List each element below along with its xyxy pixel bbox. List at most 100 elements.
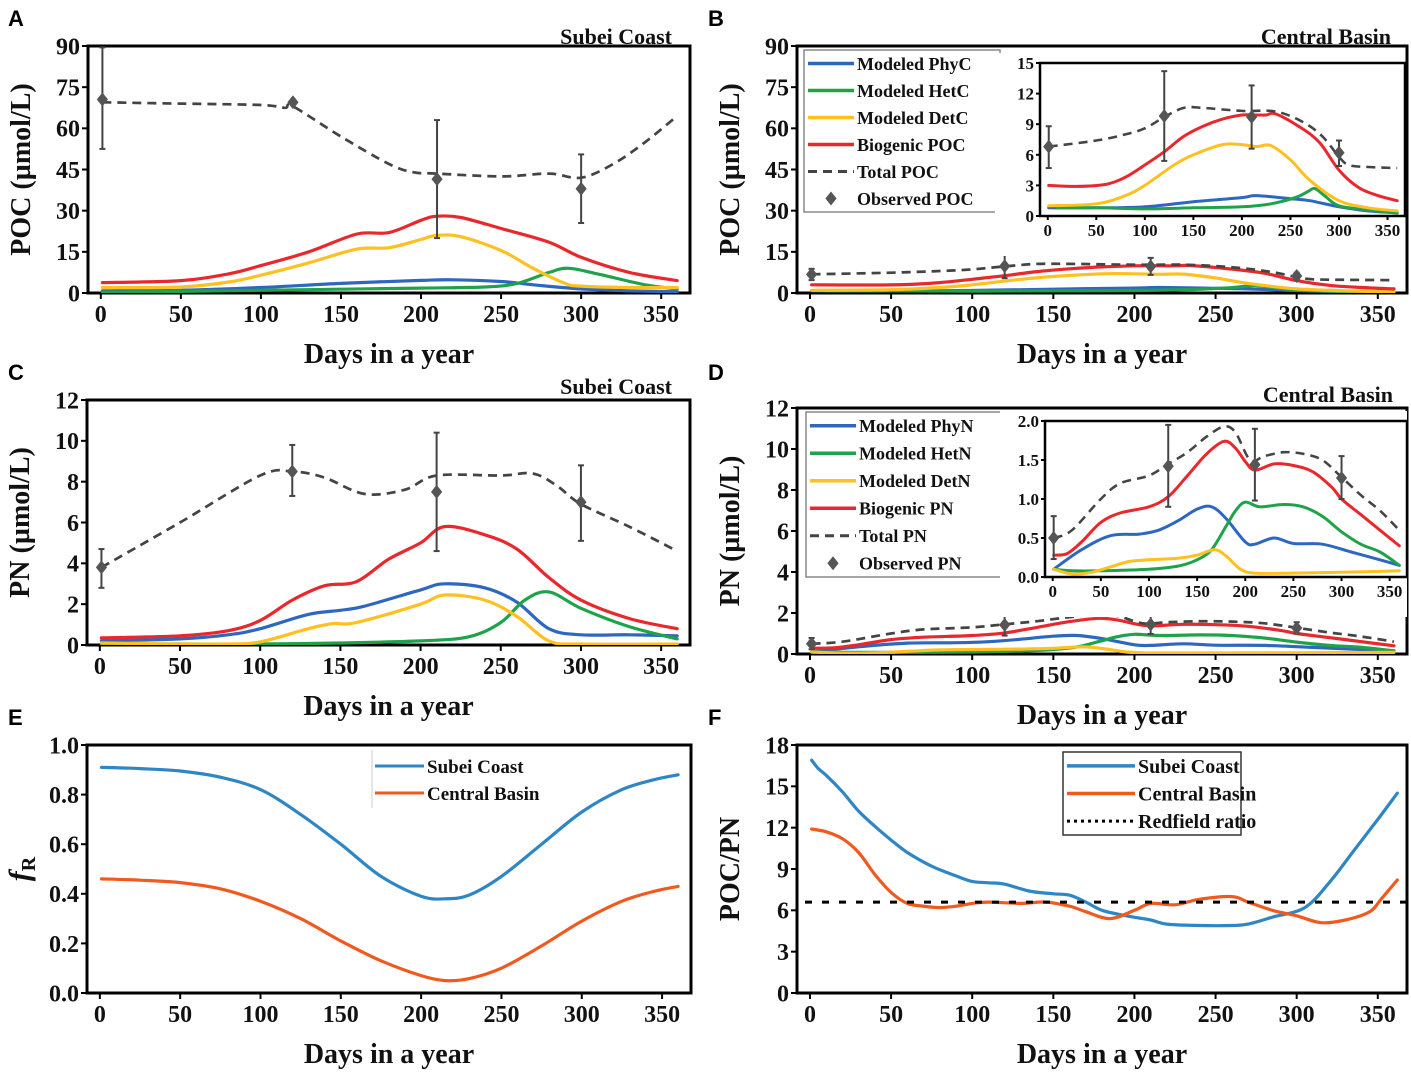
inset-background: [1000, 411, 1407, 617]
x-axis-label: Days in a year: [1017, 339, 1187, 370]
panel-label: F: [708, 705, 721, 730]
x-tick-label: 300: [563, 654, 599, 680]
series-group: [96, 46, 679, 293]
x-tick-label: 200: [1116, 663, 1152, 689]
x-tick-label: 250: [483, 1002, 519, 1028]
observed-marker: [1043, 139, 1055, 154]
series-line-modeled-detn: [810, 645, 1396, 654]
legend-label: Total POC: [857, 162, 939, 182]
y-tick-label: 30: [56, 199, 80, 225]
observed-marker: [1335, 470, 1348, 485]
inset-x-tick-label: 100: [1136, 582, 1162, 601]
legend-item-central-basin: Central Basin: [1067, 784, 1256, 806]
inset-x-tick-label: 350: [1377, 582, 1403, 601]
x-axis-label: Days in a year: [303, 691, 473, 722]
y-axis-label: POC/PN: [715, 817, 746, 921]
observed-marker: [1145, 617, 1157, 632]
inset-y-tick-label: 0.0: [1018, 568, 1039, 587]
x-tick-label: 250: [1198, 663, 1234, 689]
y-tick-label: 3: [777, 940, 789, 966]
x-tick-label: 0: [804, 663, 816, 689]
y-tick-label: 90: [56, 34, 80, 60]
y-axis-label: POC (µmol/L): [6, 83, 37, 255]
x-tick-label: 350: [643, 654, 679, 680]
panel-c: C Subei Coast 0 50 100 150 200 250 300 350 0 2 4 6 8 10…: [5, 360, 692, 722]
y-tick-label: 15: [765, 775, 789, 801]
series-line-total-poc: [1048, 105, 1398, 170]
y-tick-label: 9: [777, 857, 789, 883]
inset-y-tick-label: 1.0: [1018, 490, 1039, 509]
legend-item-observed-poc: Observed POC: [825, 189, 974, 209]
series-line-biogenic-poc: [1047, 111, 1399, 203]
series-line-modeled-hetn: [1052, 500, 1401, 573]
legend-label: Modeled DetC: [857, 108, 968, 128]
x-tick-label: 200: [403, 1002, 439, 1028]
series-line-modeled-hetn: [810, 632, 1396, 654]
observed-marker: [95, 560, 108, 575]
legend-label: Subei Coast: [1138, 756, 1240, 778]
series-line-biogenic-pn: [810, 616, 1396, 650]
y-tick-label: 30: [765, 199, 789, 225]
y-tick-label: 90: [765, 34, 789, 60]
series-line-total-poc: [811, 262, 1395, 282]
series-line-modeled-phyn: [99, 582, 679, 643]
observed-marker: [287, 95, 299, 110]
observed-marker: [575, 495, 587, 510]
observed-marker: [1291, 620, 1303, 635]
x-tick-label: 100: [243, 302, 279, 328]
x-tick-label: 100: [242, 1002, 278, 1028]
x-tick-label: 50: [879, 663, 903, 689]
y-axis-label: POC (µmol/L): [715, 83, 746, 255]
x-tick-label: 150: [1035, 302, 1071, 328]
legend-label: Observed PN: [859, 554, 962, 574]
inset-plot-frame: [1038, 61, 1407, 218]
panel-label: D: [708, 360, 724, 385]
observed-marker: [431, 172, 443, 187]
panel-label: E: [8, 705, 23, 730]
x-tick-label: 350: [1360, 663, 1396, 689]
plot-frame: [86, 44, 692, 295]
series-line-modeled-detc: [810, 271, 1396, 293]
inset-x-tick-label: 250: [1278, 221, 1304, 240]
legend-item-central-basin: Central Basin: [375, 784, 540, 805]
x-tick-label: 150: [323, 302, 359, 328]
y-tick-label: 6: [777, 899, 789, 925]
x-tick-label: 200: [1116, 1002, 1152, 1028]
x-tick-label: 0: [804, 302, 816, 328]
inset-x-tick-label: 150: [1181, 221, 1207, 240]
inset-y-tick-label: 0.5: [1018, 529, 1039, 548]
inset-x-tick-label: 50: [1088, 221, 1105, 240]
observed-marker: [1246, 110, 1258, 125]
x-axis-label: Days in a year: [304, 1039, 474, 1070]
series-group: [95, 431, 679, 645]
series-group: [805, 758, 1407, 928]
legend-item-biogenic-poc: Biogenic POC: [808, 135, 966, 155]
y-tick-label: 4: [67, 552, 79, 578]
observed-marker: [96, 92, 109, 107]
x-tick-label: 50: [168, 1002, 192, 1028]
series-line-modeled-detn: [99, 593, 679, 645]
series-line-modeled-detc: [100, 233, 679, 290]
y-tick-label: 0: [68, 281, 80, 307]
series-group: [806, 613, 1396, 654]
series-line-biogenic-pn: [99, 524, 679, 640]
x-tick-label: 250: [1198, 302, 1234, 328]
legend-label: Redfield ratio: [1138, 811, 1256, 833]
legend-item-subei-coast: Subei Coast: [1067, 756, 1240, 778]
y-tick-label: 6: [777, 519, 789, 545]
observed-marker: [1249, 457, 1261, 472]
legend-item-modeled-detn: Modeled DetN: [810, 471, 970, 491]
x-tick-label: 250: [483, 302, 519, 328]
legend-item-modeled-phyn: Modeled PhyN: [810, 416, 974, 436]
y-tick-label: 60: [56, 117, 80, 143]
inset-x-tick-label: 200: [1233, 582, 1259, 601]
observed-marker: [1162, 459, 1174, 474]
observed-marker: [999, 259, 1011, 274]
series-line-modeled-hetc: [100, 266, 679, 293]
legend-label: Observed POC: [857, 189, 974, 209]
series-line-central-basin: [99, 877, 680, 983]
y-axis-label: PN (µmol/L): [5, 447, 36, 598]
y-tick-label: 45: [765, 158, 789, 184]
inset-y-tick-label: 1.5: [1018, 451, 1039, 470]
inset-y-tick-label: 2.0: [1018, 412, 1039, 431]
